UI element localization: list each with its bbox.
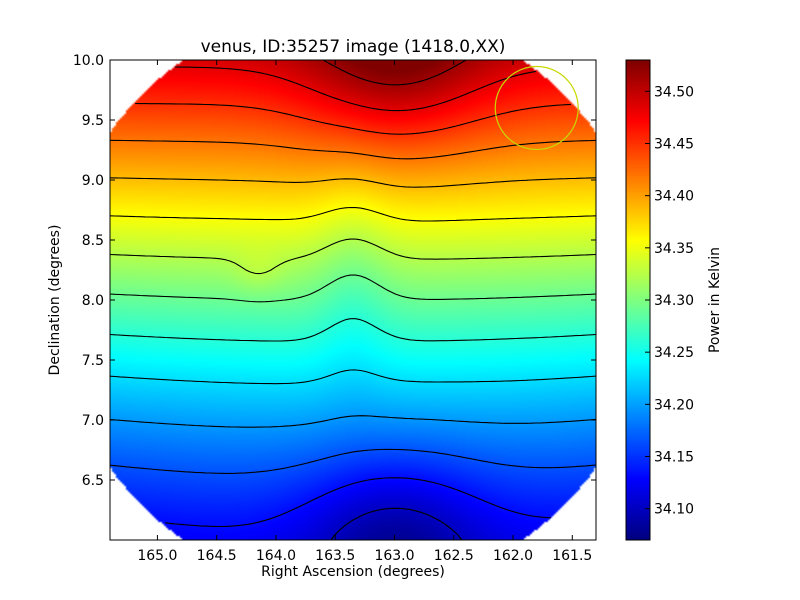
plot-area: 165.0 164.5 164.0 163.5 163.0 162.5 162.0 161.5… — [73, 53, 597, 564]
contour-line-12 — [175, 66, 536, 112]
colorbar-tick-label: 34.20 — [654, 397, 694, 413]
y-tick-label: 8.0 — [82, 293, 104, 309]
colorbar-tick-label: 34.35 — [654, 241, 694, 257]
contour-line-4 — [110, 369, 596, 385]
y-tick-label: 7.0 — [82, 413, 104, 429]
x-tick-label: 163.5 — [315, 548, 355, 564]
colorbar-tick-label: 34.15 — [654, 450, 694, 466]
contour-line-8 — [110, 206, 596, 222]
y-tick-label: 6.5 — [82, 473, 104, 489]
x-tick-label: 163.0 — [374, 548, 414, 564]
x-tick-label: 164.0 — [256, 548, 296, 564]
contour-lines — [110, 60, 596, 540]
colorbar: 34.10 34.15 34.20 34.25 34.30 34.35 34.40 34.45… — [625, 59, 723, 541]
contour-line-5 — [110, 318, 596, 342]
contour-line-6 — [110, 274, 596, 303]
heatmap-image — [110, 60, 596, 540]
y-tick-label: 10.0 — [73, 53, 104, 69]
contour-line-11 — [135, 102, 571, 135]
y-tick-label: 8.5 — [82, 233, 104, 249]
colorbar-tick-label: 34.40 — [654, 189, 694, 205]
contour-line-0 — [330, 507, 463, 540]
x-tick-label: 165.0 — [137, 548, 177, 564]
contour-line-1 — [165, 477, 551, 528]
colorbar-tick-label: 34.45 — [654, 136, 694, 152]
x-tick-label: 162.0 — [493, 548, 533, 564]
chart-title: venus, ID:35257 image (1418.0,XX) — [201, 37, 506, 57]
colorbar-label: Power in Kelvin — [707, 247, 723, 353]
colorbar-tick-label: 34.10 — [654, 502, 694, 518]
contour-line-7 — [110, 238, 596, 275]
colorbar-tick-label: 34.50 — [654, 84, 694, 100]
contour-line-10 — [110, 139, 596, 160]
x-tick-label: 164.5 — [197, 548, 237, 564]
x-axis-ticks: 165.0 164.5 164.0 163.5 163.0 162.5 162.0 161.5 — [137, 60, 592, 564]
beam-circle-marker — [494, 65, 579, 151]
colorbar-ticks: 34.10 34.15 34.20 34.25 34.30 34.35 34.40 34.45… — [645, 84, 694, 518]
contour-line-9 — [110, 177, 596, 188]
x-tick-label: 162.5 — [434, 548, 474, 564]
colorbar-tick-label: 34.30 — [654, 293, 694, 309]
y-axis-label: Declination (degrees) — [47, 225, 63, 376]
y-tick-label: 9.0 — [82, 173, 104, 189]
y-axis-ticks: 6.5 7.0 7.5 8.0 8.5 9.0 9.5 10.0 — [73, 53, 596, 489]
x-axis-label: Right Ascension (degrees) — [261, 564, 445, 580]
y-tick-label: 7.5 — [82, 353, 104, 369]
contour-line-2 — [110, 448, 596, 474]
contour-line-13 — [322, 60, 467, 86]
colorbar-tick-label: 34.25 — [654, 345, 694, 361]
x-tick-label: 161.5 — [552, 548, 592, 564]
y-tick-label: 9.5 — [82, 113, 104, 129]
